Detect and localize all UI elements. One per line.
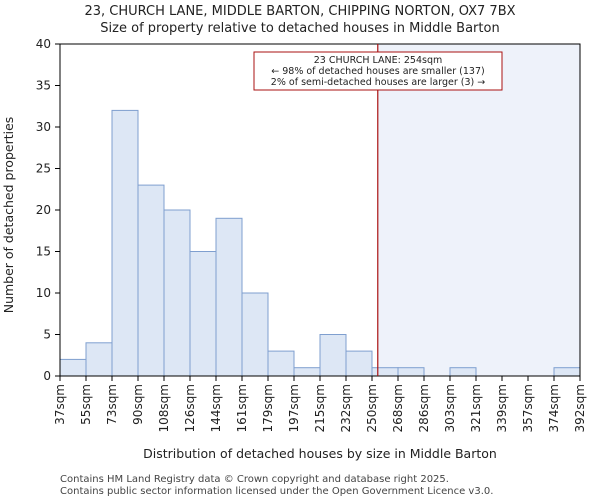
x-tick-label: 215sqm	[313, 384, 327, 432]
y-tick-label: 10	[36, 286, 51, 300]
histogram-bar	[397, 367, 425, 377]
histogram-bar	[267, 350, 295, 377]
x-tick-label: 161sqm	[235, 384, 249, 432]
x-tick-label: 303sqm	[443, 384, 457, 432]
x-tick-label: 250sqm	[365, 384, 379, 432]
x-tick-label: 268sqm	[391, 384, 405, 432]
y-tick-label: 35	[36, 79, 51, 93]
x-tick-label: 126sqm	[183, 384, 197, 432]
y-tick-label: 40	[36, 37, 51, 51]
annotation-line: 2% of semi-detached houses are larger (3…	[271, 77, 485, 88]
histogram-bar	[371, 367, 399, 377]
x-tick-label: 374sqm	[547, 384, 561, 432]
y-tick-label: 20	[36, 203, 51, 217]
histogram-bar	[59, 358, 87, 377]
plot-area: 0 5 10 15 20 25 30 35 40 37sqm 55sqm 73sqm 90sqm 108s…	[36, 37, 587, 432]
highlight-region	[377, 44, 580, 376]
x-tick-label: 108sqm	[157, 384, 171, 432]
x-tick-label: 392sqm	[573, 384, 587, 432]
x-tick-label: 357sqm	[521, 384, 535, 432]
y-tick-label: 15	[36, 245, 51, 259]
x-tick-label: 90sqm	[131, 384, 145, 425]
histogram-bar	[215, 217, 243, 377]
annotation-line: 23 CHURCH LANE: 254sqm	[314, 55, 442, 66]
annotation-line: ← 98% of detached houses are smaller (13…	[271, 66, 484, 77]
x-axis-label: Distribution of detached houses by size …	[143, 446, 497, 461]
histogram-bar	[189, 251, 217, 377]
y-tick-label: 25	[36, 162, 51, 176]
chart-title: 23, CHURCH LANE, MIDDLE BARTON, CHIPPING…	[84, 4, 515, 19]
x-tick-label: 179sqm	[261, 384, 275, 432]
y-tick-label: 0	[43, 369, 51, 383]
y-tick-label: 5	[43, 328, 51, 342]
y-axis-label: Number of detached properties	[1, 117, 16, 314]
x-tick-label: 73sqm	[105, 384, 119, 425]
histogram-bar	[345, 350, 373, 377]
x-tick-label: 232sqm	[339, 384, 353, 432]
footer-licence: Contains public sector information licen…	[60, 486, 493, 497]
histogram-bar	[111, 109, 139, 377]
histogram-bar	[449, 367, 477, 377]
histogram-bar	[553, 367, 581, 377]
footer-copyright: Contains HM Land Registry data © Crown c…	[60, 474, 449, 485]
x-tick-label: 37sqm	[53, 384, 67, 425]
histogram-bar	[137, 184, 165, 377]
histogram-bar	[241, 292, 269, 377]
x-tick-label: 286sqm	[417, 384, 431, 432]
x-tick-label: 197sqm	[287, 384, 301, 432]
histogram-bar	[293, 367, 321, 377]
histogram-bar	[85, 342, 113, 377]
x-tick-label: 339sqm	[495, 384, 509, 432]
x-tick-label: 321sqm	[469, 384, 483, 432]
x-tick-label: 55sqm	[79, 384, 93, 425]
y-tick-label: 30	[36, 120, 51, 134]
histogram-bar	[319, 334, 347, 377]
x-tick-label: 144sqm	[209, 384, 223, 432]
annotation-box	[253, 51, 503, 91]
chart-subtitle: Size of property relative to detached ho…	[100, 21, 499, 36]
histogram-bar	[163, 209, 191, 377]
